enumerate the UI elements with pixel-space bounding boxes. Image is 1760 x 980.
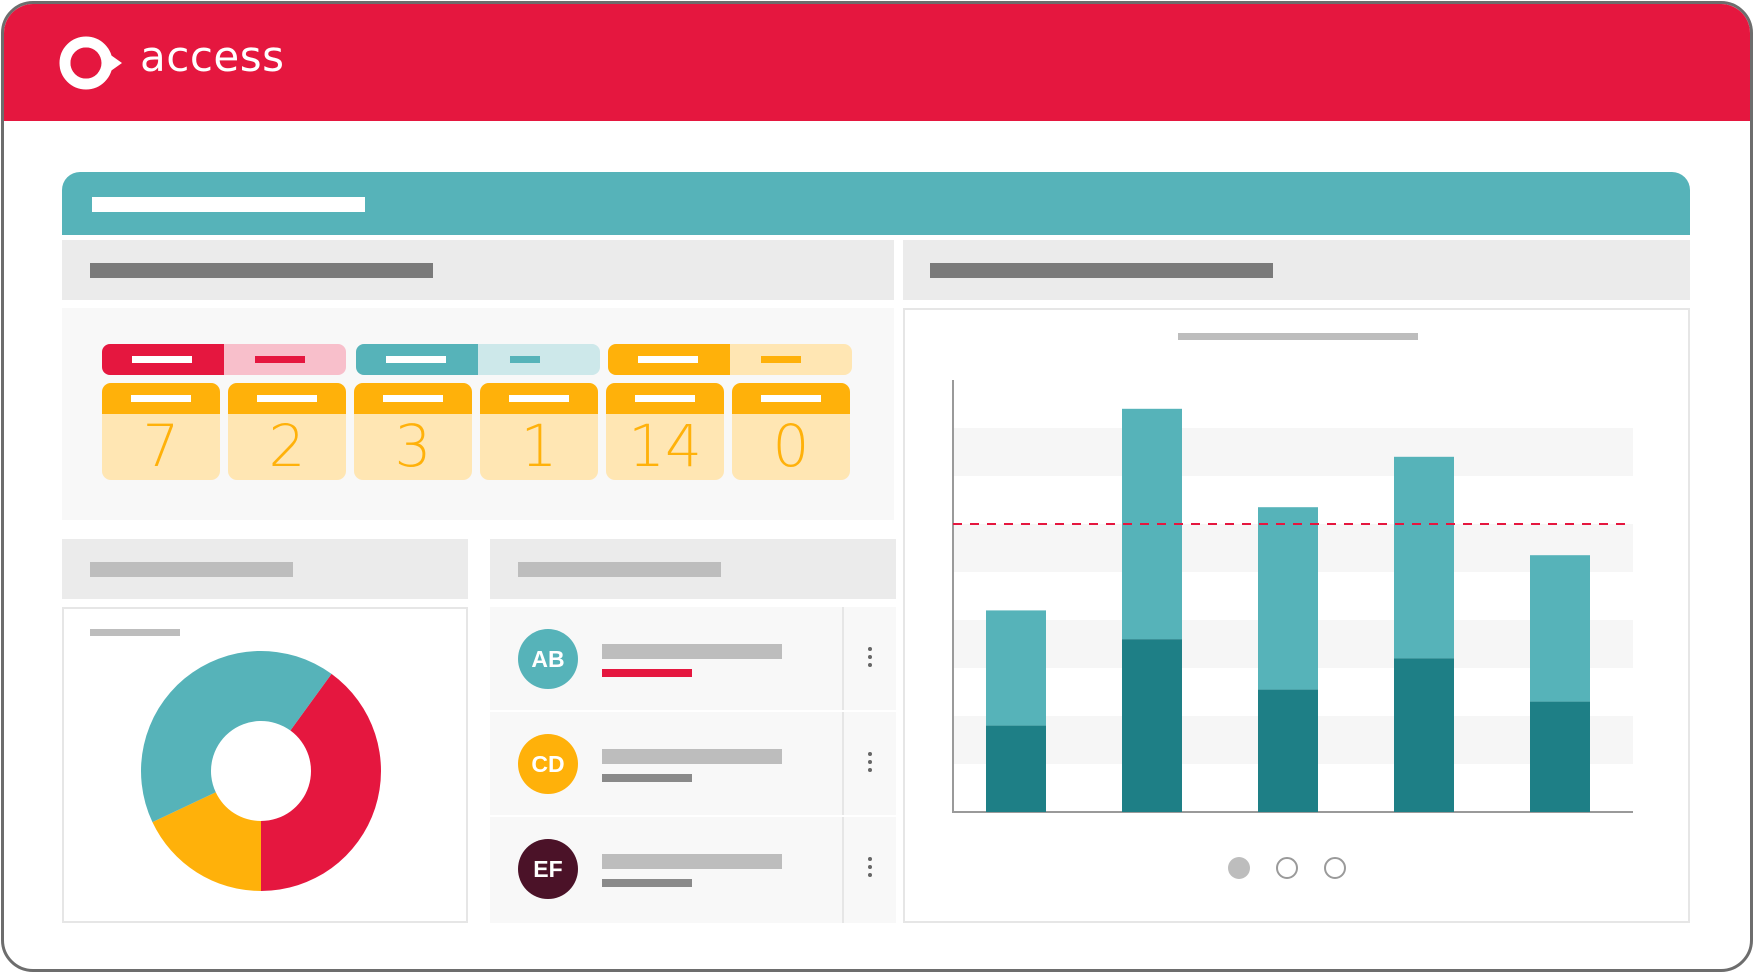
avatar: CD — [518, 734, 578, 794]
access-logo-icon — [59, 36, 122, 90]
stat-card[interactable]: 3 — [354, 383, 472, 480]
more-options-icon[interactable] — [842, 817, 896, 923]
bar-segment-bottom[interactable] — [1122, 639, 1182, 812]
donut-segment — [140, 651, 332, 823]
status-tag-amber[interactable] — [608, 344, 730, 375]
people-section-header — [490, 539, 896, 599]
status-tag-teal[interactable] — [356, 344, 478, 375]
status-tag-amber-count — [730, 344, 852, 375]
stat-value: 1 — [520, 412, 558, 480]
stat-card[interactable]: 7 — [102, 383, 220, 480]
bar-segment-bottom[interactable] — [1530, 701, 1590, 812]
section-title-placeholder — [90, 263, 433, 278]
name-placeholder — [602, 854, 782, 869]
name-placeholder — [602, 749, 782, 764]
stat-value: 14 — [628, 412, 702, 480]
stat-value: 7 — [142, 412, 180, 480]
donut-panel — [62, 607, 468, 923]
more-options-icon[interactable] — [842, 712, 896, 815]
donut-label-placeholder — [90, 629, 180, 636]
section-title-placeholder — [930, 263, 1273, 278]
status-tag-teal-count — [478, 344, 600, 375]
carousel-dot[interactable] — [1228, 857, 1250, 879]
stat-value: 2 — [268, 412, 306, 480]
top-bar: access — [4, 4, 1750, 121]
status-line — [602, 774, 692, 782]
status-line — [602, 669, 692, 677]
avatar: AB — [518, 629, 578, 689]
page-header — [62, 172, 1690, 235]
list-item[interactable]: AB — [490, 607, 896, 710]
status-tag-red-count — [224, 344, 346, 375]
status-line — [602, 879, 692, 887]
section-title-placeholder — [518, 562, 721, 577]
carousel-dots — [905, 857, 1688, 881]
grid-band — [953, 428, 1633, 476]
bar-segment-bottom[interactable] — [1394, 658, 1454, 812]
avatar: EF — [518, 839, 578, 899]
bar-segment-bottom[interactable] — [986, 725, 1046, 812]
section-title-placeholder — [90, 562, 293, 577]
bar-segment-bottom[interactable] — [1258, 689, 1318, 812]
more-options-icon[interactable] — [842, 607, 896, 710]
carousel-dot[interactable] — [1276, 857, 1298, 879]
name-placeholder — [602, 644, 782, 659]
stat-card[interactable]: 14 — [606, 383, 724, 480]
brand-name[interactable]: access — [140, 32, 285, 81]
bar-chart — [952, 380, 1633, 813]
stat-card[interactable]: 2 — [228, 383, 346, 480]
status-tag-red[interactable] — [102, 344, 224, 375]
donut-segment — [152, 792, 261, 891]
chart-title-placeholder — [1178, 333, 1418, 340]
stat-value: 3 — [394, 412, 432, 480]
carousel-dot[interactable] — [1324, 857, 1346, 879]
stat-card[interactable]: 1 — [480, 383, 598, 480]
donut-chart — [140, 651, 382, 891]
stat-card[interactable]: 0 — [732, 383, 850, 480]
list-item[interactable]: CD — [490, 712, 896, 815]
donut-section-header — [62, 539, 468, 599]
donut-segment — [261, 673, 382, 891]
bar-segment-top[interactable] — [1530, 555, 1590, 702]
stat-value: 0 — [772, 412, 810, 480]
chart-panel — [903, 308, 1690, 923]
chart-section-header — [903, 240, 1690, 300]
bar-segment-top[interactable] — [1394, 456, 1454, 659]
bar-segment-top[interactable] — [986, 610, 1046, 726]
list-item[interactable]: EF — [490, 817, 896, 923]
stats-section-header — [62, 240, 894, 300]
stats-panel: 7 2 3 1 14 0 — [62, 308, 894, 520]
bar-segment-top[interactable] — [1258, 507, 1318, 690]
page-title-placeholder — [92, 197, 365, 212]
